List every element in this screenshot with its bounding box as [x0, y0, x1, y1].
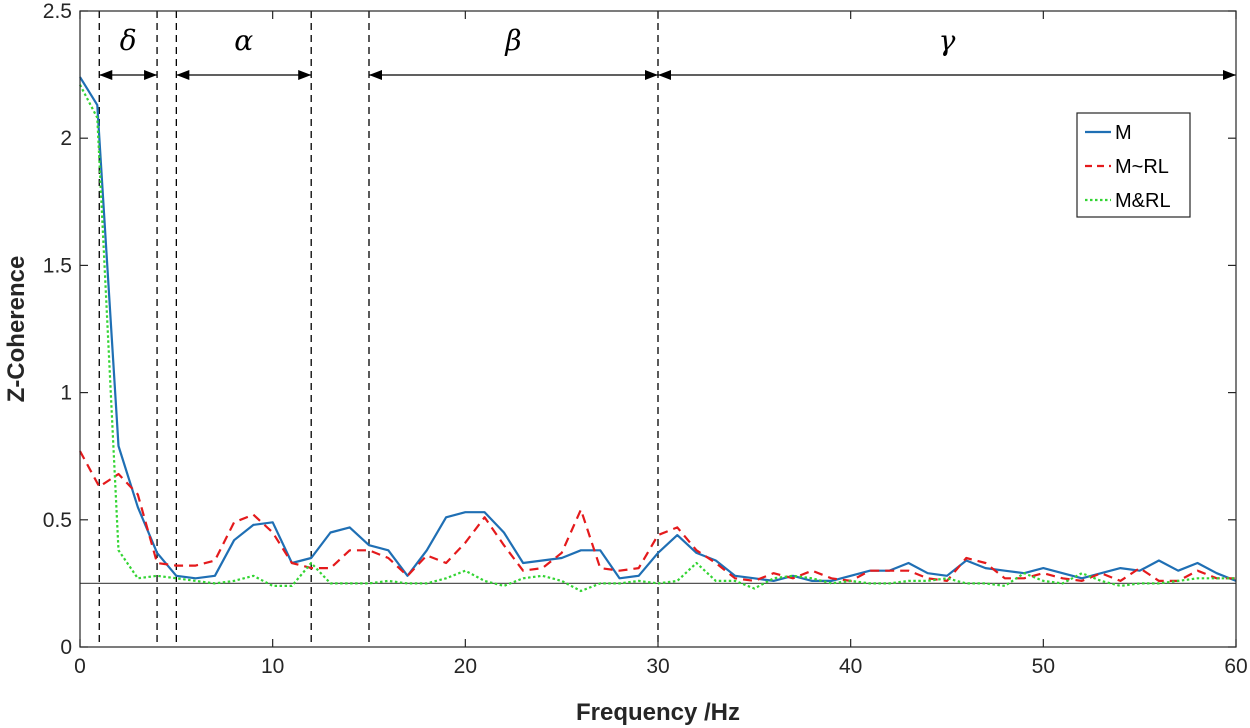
series-line-0 — [79, 76, 1237, 582]
band-label: β — [504, 24, 521, 57]
x-tick-label: 40 — [839, 655, 862, 678]
series-line-2 — [79, 84, 1236, 593]
y-tick-label: 1 — [60, 382, 72, 405]
band-label: δ — [120, 24, 137, 57]
legend-entry-1: M~RL — [1115, 156, 1169, 178]
y-tick-label: 0 — [60, 636, 72, 659]
legend-entry-2: M&RL — [1115, 190, 1171, 212]
band-label: γ — [939, 24, 956, 57]
axis-layer: 0 10 20 30 40 50 60 0 0.5 1 1.5 2 2.5 — [43, 0, 1248, 678]
x-axis-title: Frequency /Hz — [576, 699, 740, 726]
y-tick-label: 2.5 — [43, 0, 72, 23]
x-tick-label: 50 — [1032, 655, 1055, 678]
y-tick-label: 2 — [60, 127, 72, 150]
legend-entry-0: M — [1115, 122, 1132, 144]
x-tick-label: 10 — [261, 655, 284, 678]
x-tick-label: 60 — [1224, 655, 1247, 678]
y-tick-label: 0.5 — [43, 509, 72, 532]
x-tick-label: 30 — [646, 655, 669, 678]
y-axis-title: Z-Coherence — [3, 256, 30, 403]
y-tick-label: 1.5 — [43, 254, 72, 277]
x-tick-label: 20 — [454, 655, 477, 678]
series-layer — [79, 76, 1237, 593]
band-label: α — [234, 24, 253, 57]
legend: M M~RL M&RL — [1076, 112, 1191, 218]
x-tick-label: 0 — [74, 655, 86, 678]
